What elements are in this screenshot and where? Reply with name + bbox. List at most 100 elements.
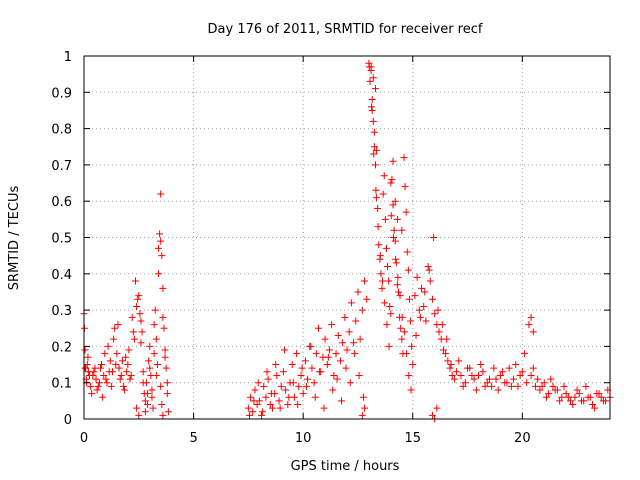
data-point	[361, 277, 369, 285]
data-point	[461, 379, 469, 387]
data-point	[397, 324, 405, 332]
data-point	[475, 371, 482, 379]
data-point	[320, 404, 328, 412]
data-point	[106, 357, 114, 365]
data-point	[149, 404, 157, 412]
data-point	[98, 361, 106, 369]
data-point	[330, 371, 338, 379]
data-point	[392, 255, 400, 263]
data-point	[299, 390, 307, 398]
data-point	[405, 371, 413, 379]
data-point	[415, 306, 423, 314]
data-point	[155, 244, 163, 252]
data-point	[523, 379, 531, 387]
data-point	[297, 371, 305, 379]
data-point	[112, 361, 120, 369]
data-point	[387, 179, 395, 187]
data-point	[81, 364, 89, 372]
data-point	[157, 382, 165, 390]
data-point	[93, 386, 101, 394]
data-point	[316, 368, 324, 376]
data-point	[545, 390, 553, 398]
x-tick-label: 5	[189, 431, 197, 446]
y-tick-label: 0.6	[51, 195, 72, 210]
data-point	[159, 284, 167, 292]
y-axis-label: SRMTID / TECUs	[7, 186, 22, 291]
data-point	[529, 328, 537, 336]
data-point	[393, 281, 401, 289]
data-point	[354, 288, 362, 296]
data-point	[430, 234, 438, 241]
data-point	[282, 386, 290, 394]
data-point	[145, 357, 153, 365]
data-point	[529, 364, 537, 372]
data-point	[351, 350, 359, 358]
data-point	[395, 288, 403, 296]
data-point	[151, 306, 159, 314]
data-point	[518, 368, 526, 376]
data-point	[346, 379, 354, 387]
data-point	[133, 404, 141, 412]
data-point	[333, 375, 341, 383]
data-point	[324, 353, 332, 361]
data-point	[368, 103, 376, 111]
data-point	[114, 321, 122, 329]
data-point	[268, 404, 276, 412]
data-point	[377, 270, 385, 278]
data-point	[569, 400, 577, 408]
data-point	[307, 342, 315, 350]
data-point	[264, 375, 272, 383]
data-point	[359, 393, 367, 401]
data-point	[428, 295, 436, 303]
data-point	[435, 328, 443, 336]
data-point	[301, 357, 309, 365]
data-point	[163, 390, 171, 398]
y-tick-label: 0.4	[51, 268, 72, 283]
data-point	[562, 390, 570, 398]
data-point	[343, 346, 351, 354]
data-point	[83, 361, 91, 369]
data-point	[505, 364, 513, 372]
y-tick-label: 0.5	[51, 232, 72, 247]
data-point	[132, 277, 140, 285]
data-point	[258, 411, 266, 419]
data-point	[514, 382, 522, 390]
x-tick-label: 15	[404, 431, 421, 446]
data-point	[551, 386, 559, 394]
data-point	[516, 371, 524, 379]
data-point	[485, 375, 493, 383]
data-point	[403, 350, 411, 358]
data-point	[367, 63, 375, 71]
data-point	[158, 400, 166, 408]
data-point	[369, 117, 377, 125]
data-point	[161, 353, 169, 361]
data-point	[525, 321, 533, 329]
data-point	[472, 386, 480, 394]
data-point	[84, 353, 92, 361]
data-point	[352, 317, 360, 325]
data-point	[350, 339, 358, 347]
data-point	[137, 339, 145, 347]
plot-frame	[83, 55, 611, 420]
data-point	[338, 397, 346, 405]
data-point	[101, 350, 109, 358]
data-point	[564, 393, 572, 401]
data-point	[416, 313, 424, 321]
data-point	[400, 328, 408, 336]
data-point	[411, 292, 419, 300]
data-point	[85, 371, 93, 379]
data-point	[150, 321, 158, 329]
data-point	[105, 368, 113, 376]
data-point	[96, 364, 104, 372]
data-point	[403, 248, 411, 256]
data-point	[104, 342, 112, 350]
data-point	[102, 375, 110, 383]
data-point	[450, 375, 458, 383]
data-point	[503, 379, 511, 387]
data-point	[276, 404, 284, 412]
data-point	[119, 382, 127, 390]
data-point	[247, 393, 255, 401]
data-point	[527, 371, 535, 379]
data-point	[398, 313, 406, 321]
